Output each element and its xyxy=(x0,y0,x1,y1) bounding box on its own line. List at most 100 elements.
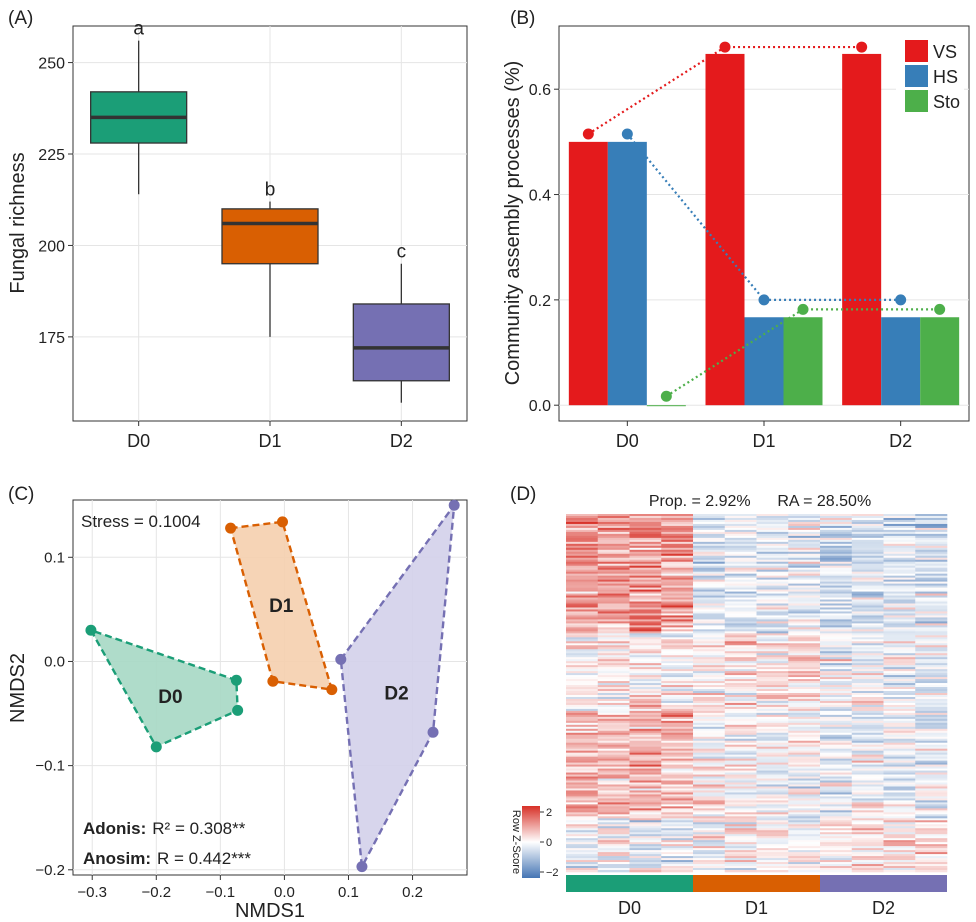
heatmap-cell xyxy=(724,605,757,608)
heatmap-cell xyxy=(661,675,694,678)
heatmap-cell xyxy=(883,842,916,845)
heatmap-cell xyxy=(788,808,821,811)
heatmap-cell xyxy=(756,619,789,622)
heatmap-cell xyxy=(788,736,821,740)
heatmap-cell xyxy=(629,601,662,604)
heatmap-cell xyxy=(820,557,853,561)
heatmap-cell xyxy=(566,768,599,771)
heatmap-cell xyxy=(597,800,630,803)
heatmap-cell xyxy=(597,671,630,674)
panel-b-label: (B) xyxy=(510,8,535,29)
heatmap-cell xyxy=(566,667,599,670)
heatmap-cell xyxy=(661,714,694,718)
heatmap-cell xyxy=(661,669,694,672)
heatmap-cell xyxy=(820,593,853,596)
heatmap-cell xyxy=(661,591,694,594)
heatmap-cell xyxy=(820,766,853,769)
heatmap-cell xyxy=(851,653,884,656)
heatmap-cell xyxy=(915,808,948,811)
heatmap-cell xyxy=(851,812,884,815)
heatmap-cell xyxy=(724,655,757,658)
heatmap-cell xyxy=(756,830,789,833)
heatmap-cell xyxy=(629,842,662,845)
heatmap-cell xyxy=(629,728,662,732)
heatmap-cell xyxy=(883,766,916,769)
heatmap-cell xyxy=(566,587,599,590)
heatmap-cell xyxy=(724,714,757,718)
heatmap-cell xyxy=(883,541,916,545)
heatmap-cell xyxy=(788,621,821,624)
heatmap-cell xyxy=(566,557,599,561)
heatmap-cell xyxy=(915,710,948,714)
heatmap-cell xyxy=(566,675,599,678)
heatmap-cell xyxy=(597,547,630,551)
heatmap-cell xyxy=(724,577,757,580)
heatmap-cell xyxy=(915,846,948,849)
heatmap-cell xyxy=(661,802,694,805)
heatmap-cell xyxy=(629,698,662,702)
heatmap-cell xyxy=(661,742,694,746)
heatmap-cell xyxy=(661,649,694,652)
heatmap-cell xyxy=(629,533,662,537)
heatmap-cell xyxy=(724,543,757,547)
heatmap-cell xyxy=(788,738,821,742)
heatmap-cell xyxy=(724,824,757,827)
heatmap-cell xyxy=(629,559,662,563)
heatmap-cell xyxy=(756,704,789,708)
heatmap-cell xyxy=(851,788,884,791)
heatmap-cell xyxy=(883,776,916,779)
heatmap-cell xyxy=(724,533,757,537)
heatmap-cell xyxy=(851,784,884,787)
heatmap-cell xyxy=(597,848,630,851)
heatmap-cell xyxy=(661,736,694,740)
heatmap-cell xyxy=(693,541,726,545)
heatmap-cell xyxy=(788,669,821,672)
heatmap-cell xyxy=(724,808,757,811)
heatmap-cell xyxy=(629,816,662,819)
heatmap-cell xyxy=(756,842,789,845)
heatmap-cell xyxy=(851,687,884,690)
heatmap-cell xyxy=(693,728,726,732)
heatmap-cell xyxy=(915,671,948,674)
heatmap-cell xyxy=(597,724,630,728)
heatmap-cell xyxy=(629,870,662,873)
heatmap-cell xyxy=(629,806,662,809)
heatmap-cell xyxy=(661,685,694,688)
heatmap-cell xyxy=(883,850,916,853)
heatmap-cell xyxy=(724,595,757,598)
heatmap-cell xyxy=(724,786,757,789)
heatmap-cell xyxy=(915,635,948,638)
trend-point-vs xyxy=(582,128,594,140)
heatmap-cell xyxy=(851,541,884,545)
heatmap-cell xyxy=(820,790,853,793)
heatmap-cell xyxy=(756,840,789,843)
heatmap-cell xyxy=(724,734,757,738)
heatmap-cell xyxy=(629,575,662,578)
heatmap-cell xyxy=(693,834,726,837)
heatmap-cell xyxy=(756,710,789,714)
heatmap-cell xyxy=(915,844,948,847)
heatmap-cell xyxy=(820,541,853,545)
heatmap-cell xyxy=(724,565,757,568)
heatmap-cell xyxy=(724,673,757,676)
group-bar-d1 xyxy=(693,875,820,892)
heatmap-cell xyxy=(883,774,916,777)
heatmap-cell xyxy=(883,810,916,813)
heatmap-cell xyxy=(756,527,789,531)
heatmap-cell xyxy=(851,850,884,853)
heatmap-cell xyxy=(724,820,757,823)
heatmap-cell xyxy=(915,541,948,545)
heatmap-cell xyxy=(851,679,884,682)
heatmap-cell xyxy=(788,689,821,692)
heatmap-cell xyxy=(915,681,948,684)
heatmap-cell xyxy=(724,784,757,787)
heatmap-cell xyxy=(756,625,789,628)
heatmap-cell xyxy=(566,551,599,555)
heatmap-cell xyxy=(597,720,630,724)
heatmap-cell xyxy=(820,812,853,815)
group-bar-label-d2: D2 xyxy=(872,898,895,918)
heatmap-cell xyxy=(820,806,853,809)
heatmap-cell xyxy=(566,555,599,559)
heatmap-cell xyxy=(883,822,916,825)
heatmap-cell xyxy=(756,734,789,738)
